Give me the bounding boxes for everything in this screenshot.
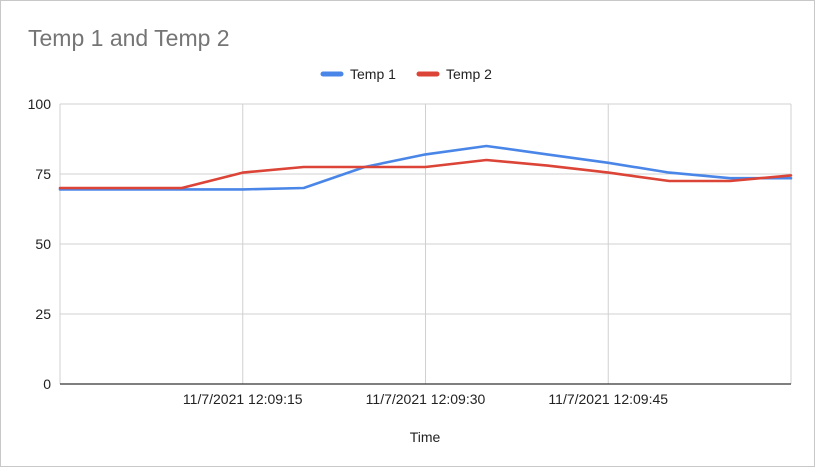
x-axis-title: Time	[410, 429, 441, 445]
legend-label: Temp 1	[350, 66, 396, 82]
legend: Temp 1 Temp 2	[320, 66, 492, 82]
x-tick-label: 11/7/2021 12:09:45	[548, 391, 668, 407]
legend-label: Temp 2	[446, 66, 492, 82]
x-axis: 11/7/2021 12:09:15 11/7/2021 12:09:30 11/7…	[60, 383, 791, 407]
gridlines	[59, 103, 792, 384]
x-tick-label: 11/7/2021 12:09:30	[366, 391, 486, 407]
x-tick-label: 11/7/2021 12:09:15	[183, 391, 303, 407]
plot-area	[58, 144, 793, 191]
y-tick-label: 0	[43, 376, 51, 392]
chart-title: Temp 1 and Temp 2	[28, 25, 230, 51]
y-tick-label: 25	[35, 306, 51, 322]
y-tick-label: 75	[35, 166, 51, 182]
series-line-temp-2	[58, 158, 793, 190]
y-tick-label: 100	[28, 96, 52, 112]
y-axis: 0 25 50 75 100	[28, 96, 52, 392]
y-tick-label: 50	[35, 236, 51, 252]
series-line-temp-1	[58, 144, 793, 191]
